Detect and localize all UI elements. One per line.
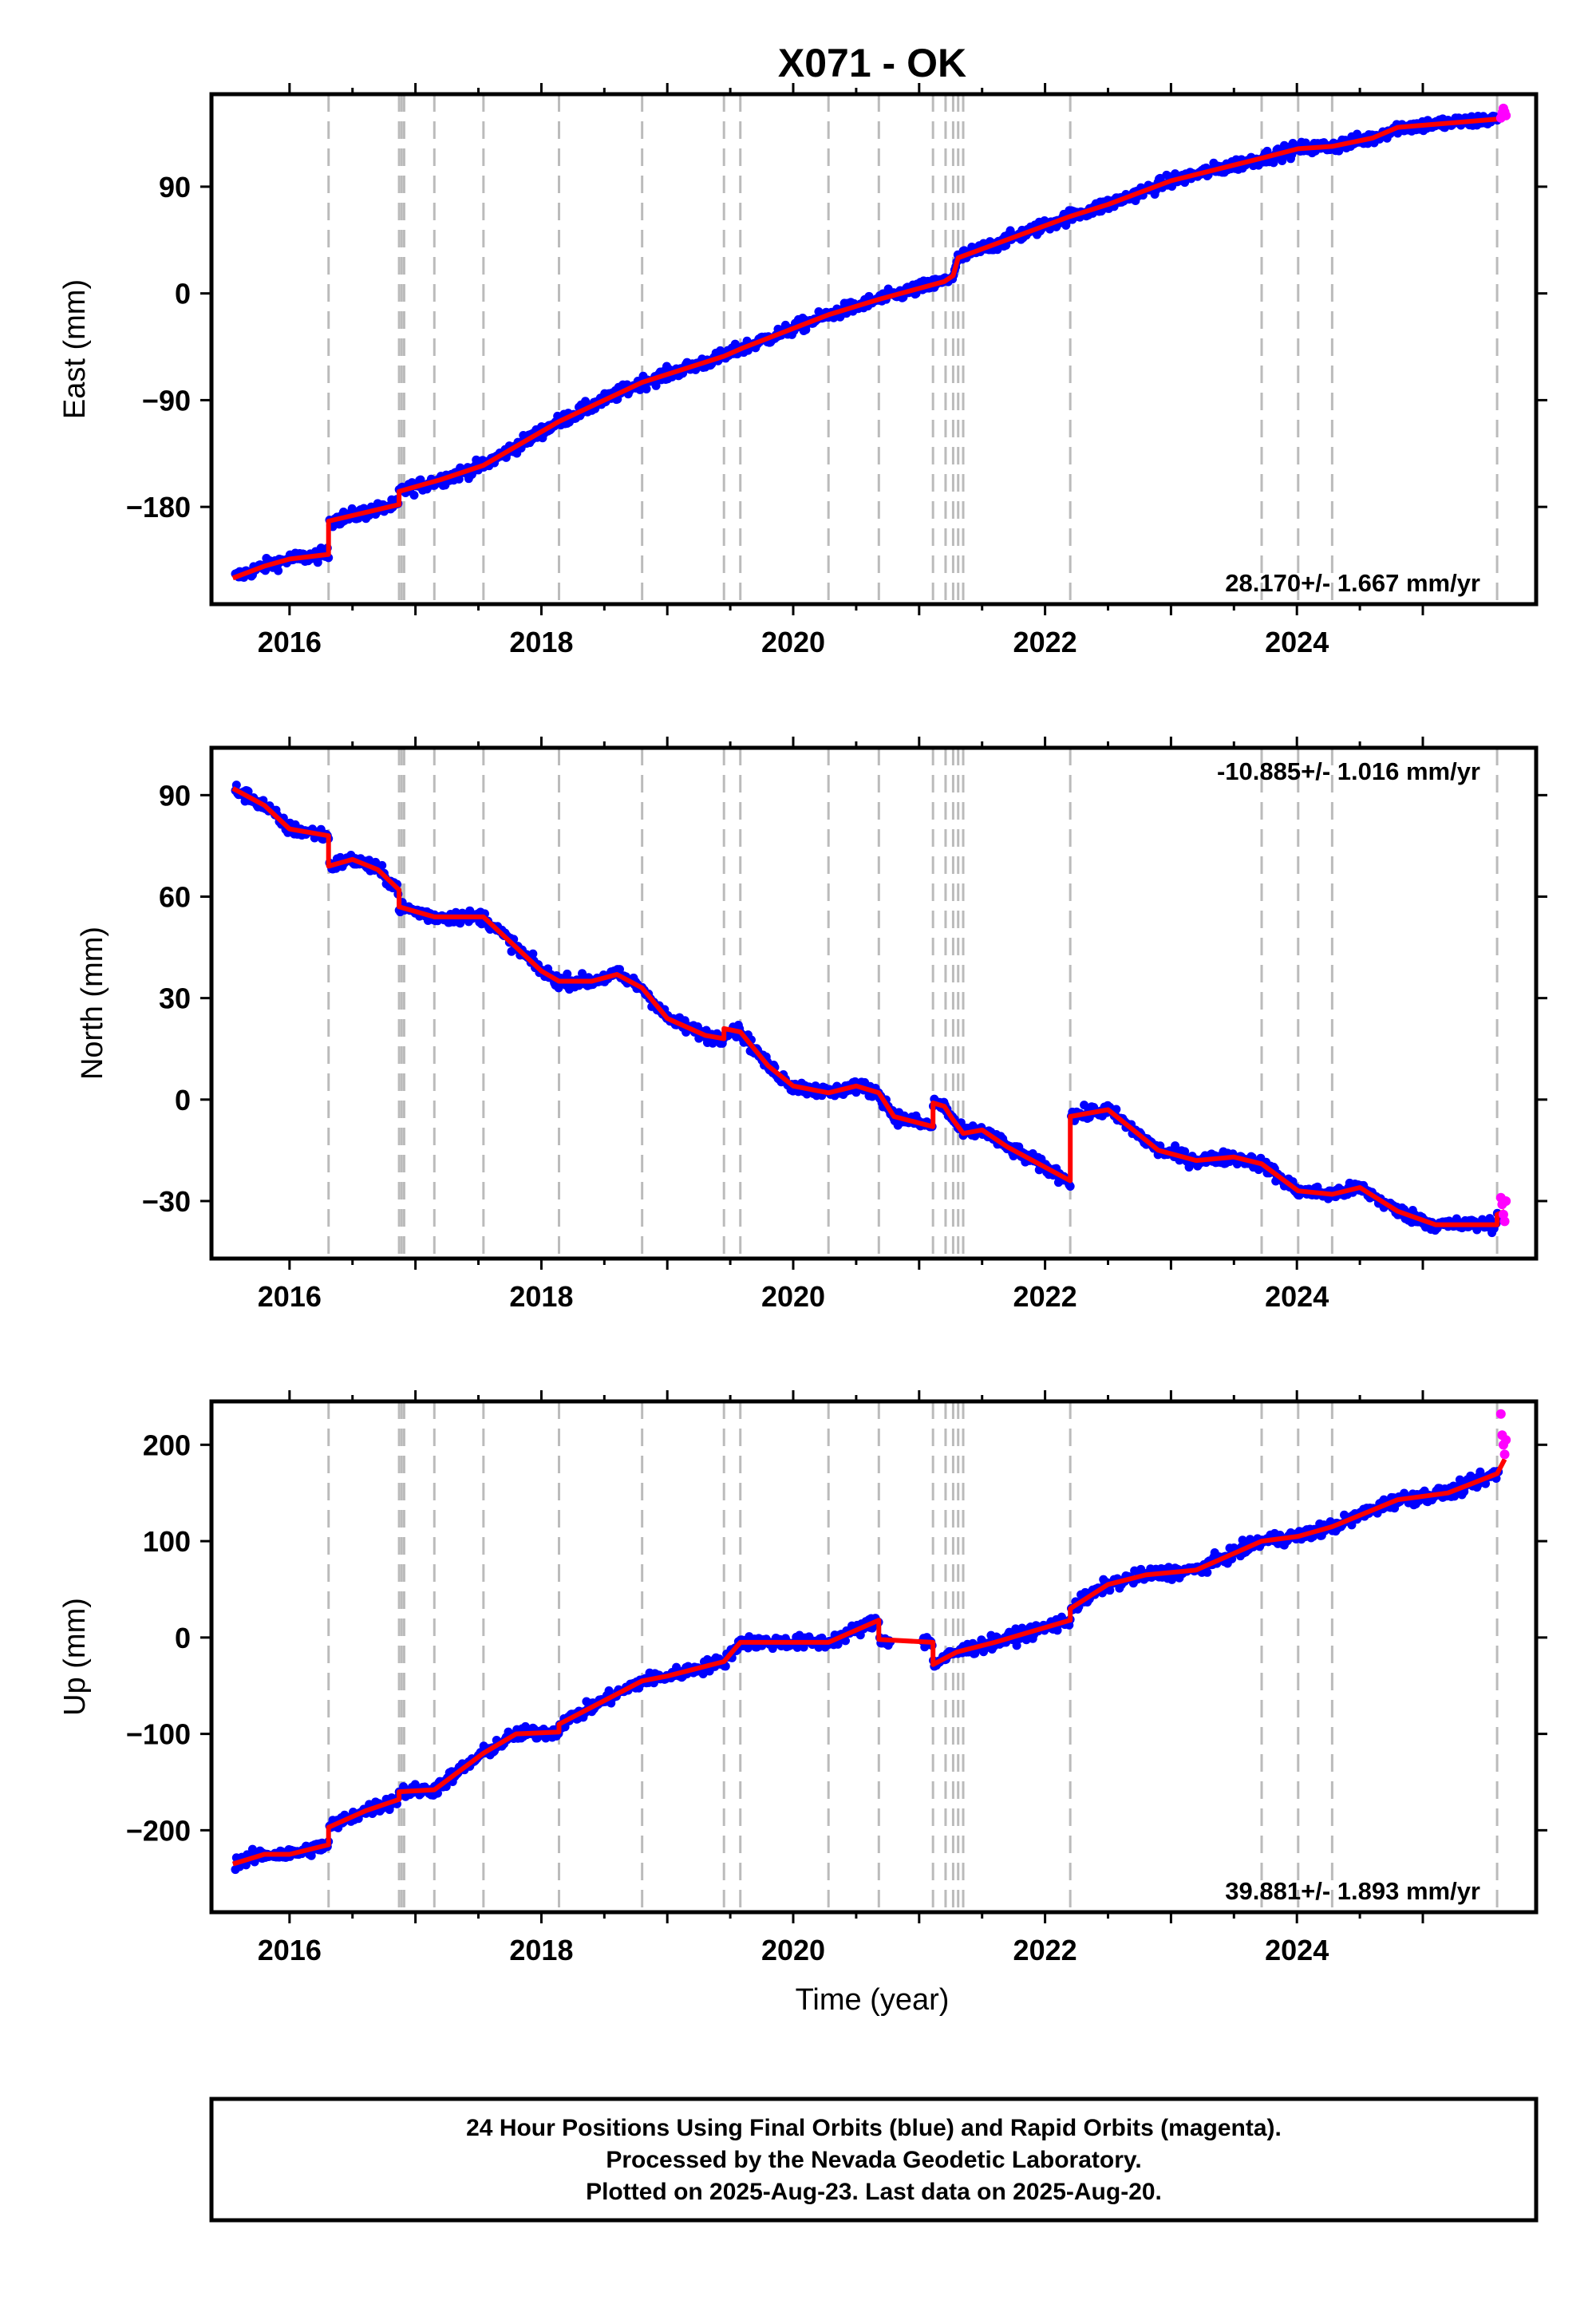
y-tick-label: 0 — [175, 1084, 191, 1117]
x-tick-label: 2018 — [509, 626, 573, 658]
rate-annotation: -10.885+/- 1.016 mm/yr — [1217, 757, 1480, 785]
chart-title: X071 - OK — [778, 41, 966, 85]
y-tick-label: 0 — [175, 278, 191, 310]
x-tick-label: 2016 — [258, 1280, 322, 1313]
data-point — [274, 566, 283, 575]
y-tick-label: 60 — [159, 880, 191, 913]
data-point — [377, 860, 387, 870]
y-tick-label: −180 — [126, 491, 191, 524]
rapid-point — [1501, 1435, 1511, 1445]
y-axis-label: North (mm) — [76, 927, 109, 1080]
data-point — [702, 1654, 712, 1664]
rapid-point — [1499, 1216, 1510, 1227]
rapid-point — [1495, 1409, 1506, 1419]
final-orbit-points — [231, 781, 1503, 1238]
data-point — [1112, 1105, 1121, 1114]
x-tick-label: 2020 — [761, 1934, 825, 1966]
data-point — [1105, 1586, 1115, 1595]
rapid-point — [1499, 1449, 1510, 1460]
data-point — [563, 969, 572, 978]
data-point — [840, 1636, 850, 1646]
data-point — [604, 1686, 614, 1696]
data-point — [833, 1639, 843, 1649]
final-orbit-points — [231, 111, 1503, 583]
rapid-point — [1501, 110, 1511, 121]
x-axis-label: Time (year) — [796, 1983, 950, 2017]
rapid-orbit-points — [1495, 103, 1511, 123]
model-fit-line — [231, 113, 1506, 581]
rate-annotation: 28.170+/- 1.667 mm/yr — [1225, 569, 1480, 597]
y-axis-label: Up (mm) — [58, 1598, 92, 1716]
x-tick-label: 2024 — [1265, 1934, 1329, 1966]
x-tick-label: 2024 — [1265, 1280, 1329, 1313]
panel-up: 200 100 0 −100 −200 2016 2018 2020 2022 2024 Up (m… — [58, 1390, 1547, 1966]
y-tick-label: 0 — [175, 1622, 191, 1654]
data-point — [454, 474, 464, 484]
x-tick-label: 2024 — [1265, 626, 1329, 658]
footer-line-2: Processed by the Nevada Geodetic Laborat… — [606, 2147, 1141, 2173]
x-tick-label: 2016 — [258, 1934, 322, 1966]
x-tick-label: 2018 — [509, 1280, 573, 1313]
plot-frame — [209, 92, 1539, 607]
plot-frame — [209, 1399, 1539, 1915]
data-point — [642, 384, 651, 393]
y-tick-label: −200 — [126, 1814, 191, 1847]
y-tick-label: 100 — [143, 1525, 191, 1558]
data-point — [528, 949, 538, 958]
data-point — [651, 381, 661, 390]
x-tick-label: 2022 — [1013, 1934, 1077, 1966]
x-tick-label: 2022 — [1013, 1280, 1077, 1313]
final-orbit-points — [231, 1467, 1503, 1875]
model-fit-line — [231, 786, 1506, 1227]
x-tick-label: 2020 — [761, 626, 825, 658]
data-point — [409, 491, 419, 500]
data-point — [1269, 158, 1278, 168]
x-tick-label: 2018 — [509, 1934, 573, 1966]
data-point — [1012, 1641, 1021, 1650]
data-point — [1347, 1520, 1357, 1530]
y-tick-label: −100 — [126, 1718, 191, 1751]
x-tick-label: 2020 — [761, 1280, 825, 1313]
data-point — [614, 965, 624, 974]
footer-line-1: 24 Hour Positions Using Final Orbits (bl… — [466, 2115, 1282, 2141]
data-point — [1180, 1147, 1190, 1156]
y-tick-label: 30 — [159, 982, 191, 1015]
y-tick-label: 200 — [143, 1429, 191, 1461]
rate-annotation: 39.881+/- 1.893 mm/yr — [1225, 1877, 1480, 1905]
rapid-orbit-points — [1495, 1192, 1511, 1227]
panel-north: 90 60 30 0 −30 2016 2018 2020 2022 2024 North (mm)… — [76, 737, 1547, 1313]
y-tick-label: −90 — [142, 384, 191, 417]
plot-frame — [209, 745, 1539, 1261]
x-tick-label: 2022 — [1013, 626, 1077, 658]
y-axis-label: East (mm) — [58, 279, 92, 419]
y-tick-label: 90 — [159, 779, 191, 812]
footer-line-3: Plotted on 2025-Aug-23. Last data on 202… — [586, 2179, 1162, 2205]
rapid-point — [1501, 1196, 1511, 1206]
y-tick-label: −30 — [142, 1185, 191, 1218]
footer-box: 24 Hour Positions Using Final Orbits (bl… — [209, 2097, 1539, 2223]
rapid-orbit-points — [1495, 1409, 1511, 1460]
data-point — [1065, 1181, 1075, 1191]
data-point — [1203, 1567, 1212, 1577]
panel-east: 90 0 −90 −180 2016 2018 2020 2022 2024 East (mm) 2… — [58, 83, 1547, 658]
model-fit-line — [231, 1458, 1507, 1867]
y-tick-label: 90 — [159, 171, 191, 204]
x-tick-label: 2016 — [258, 626, 322, 658]
